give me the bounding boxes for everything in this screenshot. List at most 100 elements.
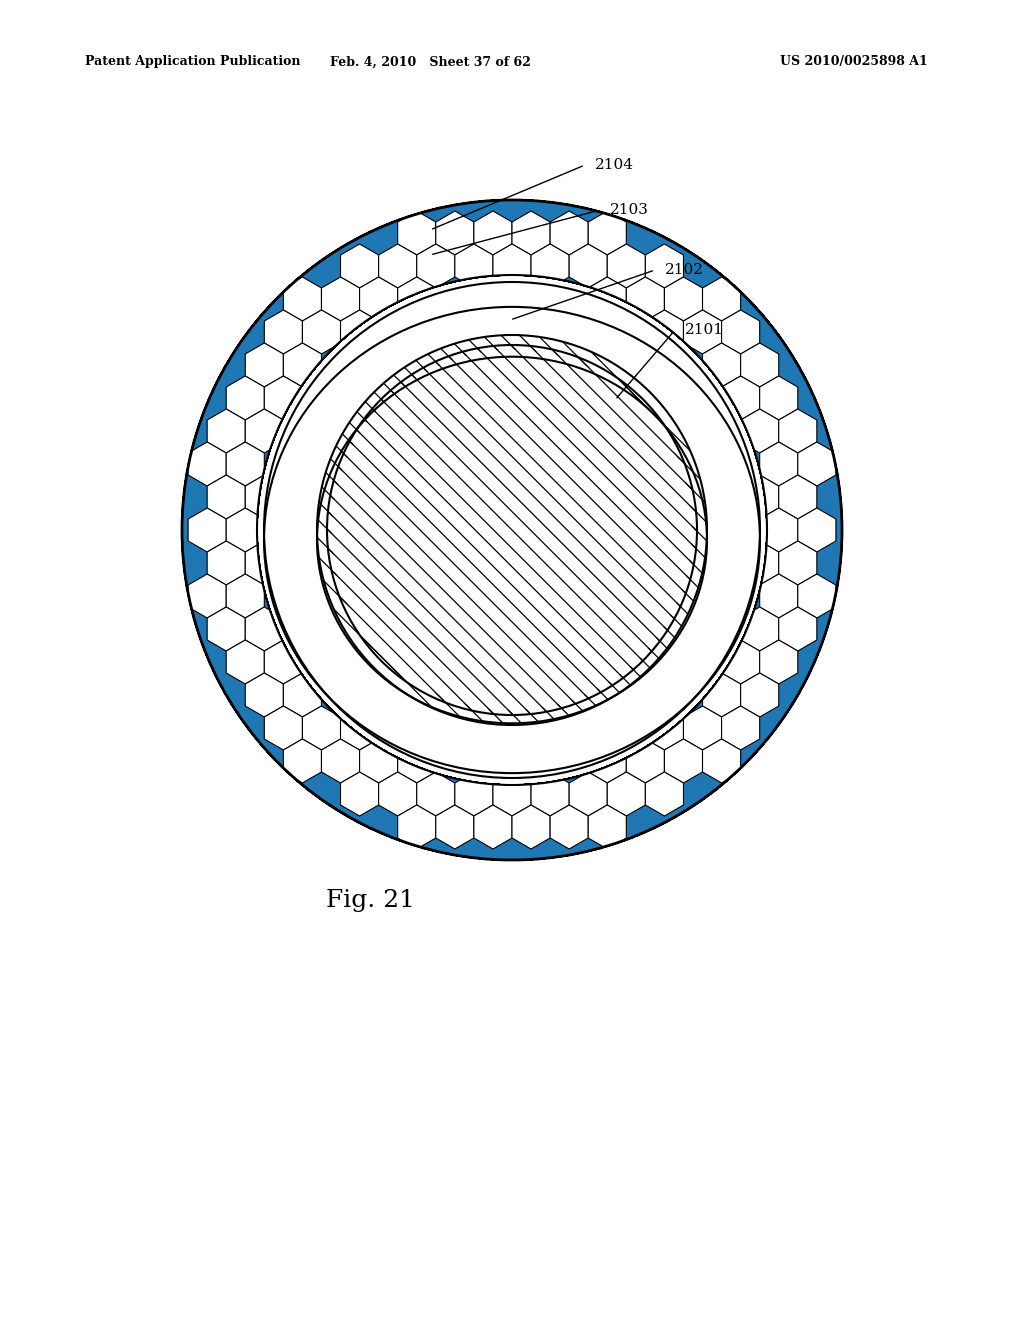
- Polygon shape: [359, 277, 397, 321]
- Polygon shape: [284, 277, 322, 321]
- Polygon shape: [778, 607, 817, 651]
- Text: US 2010/0025898 A1: US 2010/0025898 A1: [780, 55, 928, 69]
- Polygon shape: [550, 211, 588, 255]
- Polygon shape: [740, 409, 778, 453]
- Polygon shape: [607, 772, 645, 816]
- Polygon shape: [397, 277, 436, 321]
- Polygon shape: [397, 805, 436, 849]
- Polygon shape: [550, 805, 588, 849]
- Polygon shape: [246, 475, 284, 519]
- Polygon shape: [359, 739, 397, 783]
- Polygon shape: [740, 541, 778, 585]
- Polygon shape: [645, 310, 683, 354]
- Polygon shape: [740, 343, 778, 387]
- Circle shape: [264, 282, 760, 777]
- Polygon shape: [455, 772, 493, 816]
- Circle shape: [182, 201, 842, 861]
- Polygon shape: [645, 244, 683, 288]
- Polygon shape: [207, 475, 246, 519]
- Polygon shape: [588, 211, 627, 255]
- Polygon shape: [246, 409, 284, 453]
- Polygon shape: [397, 211, 436, 255]
- Polygon shape: [683, 706, 722, 750]
- Polygon shape: [188, 442, 226, 486]
- Polygon shape: [322, 739, 359, 783]
- Polygon shape: [226, 508, 264, 552]
- Polygon shape: [474, 805, 512, 849]
- Polygon shape: [778, 475, 817, 519]
- Circle shape: [317, 335, 707, 725]
- Polygon shape: [627, 739, 665, 783]
- Polygon shape: [246, 673, 284, 717]
- Polygon shape: [740, 673, 778, 717]
- Polygon shape: [341, 244, 379, 288]
- Polygon shape: [284, 673, 322, 717]
- Polygon shape: [531, 244, 569, 288]
- Text: Fig. 21: Fig. 21: [326, 888, 415, 912]
- Polygon shape: [702, 739, 740, 783]
- Polygon shape: [760, 574, 798, 618]
- Polygon shape: [778, 409, 817, 453]
- Polygon shape: [702, 673, 740, 717]
- Polygon shape: [379, 772, 417, 816]
- Circle shape: [327, 345, 697, 715]
- Polygon shape: [188, 574, 226, 618]
- Polygon shape: [665, 277, 702, 321]
- Text: Patent Application Publication: Patent Application Publication: [85, 55, 300, 69]
- Polygon shape: [512, 805, 550, 849]
- Polygon shape: [798, 442, 836, 486]
- Polygon shape: [569, 772, 607, 816]
- Polygon shape: [493, 244, 531, 288]
- Polygon shape: [645, 772, 683, 816]
- Text: 2101: 2101: [685, 323, 724, 337]
- Polygon shape: [455, 244, 493, 288]
- Polygon shape: [264, 376, 302, 420]
- Polygon shape: [798, 508, 836, 552]
- Polygon shape: [569, 244, 607, 288]
- Polygon shape: [246, 541, 284, 585]
- Polygon shape: [512, 211, 550, 255]
- Polygon shape: [264, 706, 302, 750]
- Polygon shape: [302, 706, 341, 750]
- Polygon shape: [264, 310, 302, 354]
- Polygon shape: [341, 310, 379, 354]
- Text: 2102: 2102: [665, 263, 705, 277]
- PathPatch shape: [317, 335, 707, 725]
- Polygon shape: [246, 607, 284, 651]
- Polygon shape: [436, 805, 474, 849]
- Polygon shape: [302, 310, 341, 354]
- Polygon shape: [379, 244, 417, 288]
- Text: 2103: 2103: [610, 203, 649, 216]
- Polygon shape: [627, 277, 665, 321]
- Polygon shape: [226, 574, 264, 618]
- Polygon shape: [531, 772, 569, 816]
- Polygon shape: [740, 475, 778, 519]
- Polygon shape: [284, 343, 322, 387]
- Polygon shape: [760, 442, 798, 486]
- Polygon shape: [207, 409, 246, 453]
- Polygon shape: [760, 508, 798, 552]
- Polygon shape: [702, 343, 740, 387]
- PathPatch shape: [182, 201, 842, 861]
- Polygon shape: [417, 772, 455, 816]
- Polygon shape: [474, 211, 512, 255]
- Polygon shape: [588, 805, 627, 849]
- Polygon shape: [722, 706, 760, 750]
- Text: Feb. 4, 2010   Sheet 37 of 62: Feb. 4, 2010 Sheet 37 of 62: [330, 55, 530, 69]
- Polygon shape: [683, 310, 722, 354]
- Polygon shape: [588, 277, 627, 321]
- Polygon shape: [740, 607, 778, 651]
- PathPatch shape: [327, 345, 697, 715]
- Polygon shape: [397, 739, 436, 783]
- Polygon shape: [207, 541, 246, 585]
- Polygon shape: [284, 739, 322, 783]
- Polygon shape: [207, 607, 246, 651]
- Polygon shape: [322, 277, 359, 321]
- Polygon shape: [226, 640, 264, 684]
- Polygon shape: [722, 310, 760, 354]
- Polygon shape: [436, 211, 474, 255]
- Polygon shape: [264, 640, 302, 684]
- Polygon shape: [341, 772, 379, 816]
- Polygon shape: [760, 640, 798, 684]
- Polygon shape: [493, 772, 531, 816]
